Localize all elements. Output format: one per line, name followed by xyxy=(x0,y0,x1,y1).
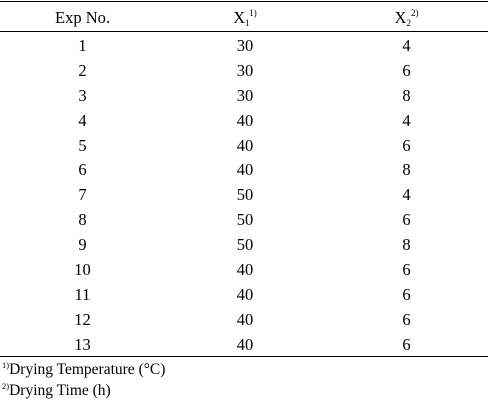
header-x2-base: X xyxy=(394,8,407,27)
cell-exp-no: 13 xyxy=(74,334,91,354)
cell-exp-no: 3 xyxy=(78,85,87,105)
cell-x1: 40 xyxy=(236,135,254,155)
cell-exp-no: 7 xyxy=(78,185,87,205)
cell-x1: 40 xyxy=(236,309,254,329)
table-top-rule xyxy=(0,1,488,2)
cell-x2: 8 xyxy=(402,160,411,180)
table-row: 7 50 4 xyxy=(0,183,488,208)
cell-x2: 6 xyxy=(402,260,411,280)
cell-exp-no: 12 xyxy=(74,309,91,329)
cell-x2: 8 xyxy=(402,85,411,105)
cell-x1: 50 xyxy=(236,210,254,230)
cell-x2: 6 xyxy=(402,284,411,304)
cell-exp-no: 11 xyxy=(74,284,91,304)
table-row: 8 50 6 xyxy=(0,208,488,233)
cell-x2: 6 xyxy=(402,135,411,155)
cell-x2: 4 xyxy=(402,110,411,130)
header-x1-subscript: 1 xyxy=(245,18,250,28)
table-row: 3 30 8 xyxy=(0,84,488,109)
cell-x1: 30 xyxy=(236,60,254,80)
table-row: 4 40 4 xyxy=(0,109,488,134)
table-row: 9 50 8 xyxy=(0,233,488,258)
cell-exp-no: 6 xyxy=(78,160,87,180)
table-row: 2 30 6 xyxy=(0,59,488,84)
cell-x1: 50 xyxy=(236,185,254,205)
cell-exp-no: 4 xyxy=(78,110,87,130)
cell-exp-no: 5 xyxy=(78,135,87,155)
table-row: 1 30 4 xyxy=(0,34,488,59)
table-footnotes: 1)Drying Temperature (°C) 2)Drying Time … xyxy=(2,360,165,402)
cell-x1: 40 xyxy=(236,260,254,280)
header-x2-subscript: 2 xyxy=(406,18,411,28)
cell-x1: 50 xyxy=(236,235,254,255)
table-header: Exp No. X11) X22) xyxy=(0,5,488,29)
cell-exp-no: 2 xyxy=(78,60,87,80)
footnote-1: 1)Drying Temperature (°C) xyxy=(2,360,165,381)
header-exp-no: Exp No. xyxy=(55,8,110,27)
cell-x1: 40 xyxy=(236,334,254,354)
cell-x1: 30 xyxy=(236,36,254,55)
header-x1: X11) xyxy=(165,8,325,28)
table-row: 6 40 8 xyxy=(0,158,488,183)
footnote-1-text: Drying Temperature (°C) xyxy=(9,361,166,378)
footnote-1-mark: 1) xyxy=(2,360,10,370)
table-row: 11 40 6 xyxy=(0,283,488,308)
table-body: 1 30 4 2 30 6 3 30 8 4 40 4 5 40 6 6 40 8 7 50 4 8 50 6 9 50 8 10 40… xyxy=(0,34,488,358)
cell-x1: 30 xyxy=(236,85,254,105)
table-bottom-rule xyxy=(0,356,488,357)
header-x2: X22) xyxy=(325,8,488,28)
table-row: 12 40 6 xyxy=(0,308,488,333)
cell-x2: 6 xyxy=(402,309,411,329)
table-header-rule xyxy=(0,31,488,32)
table-row: 5 40 6 xyxy=(0,134,488,159)
header-x1-footnote-mark: 1) xyxy=(249,8,257,18)
cell-x2: 6 xyxy=(402,210,411,230)
table-row: 13 40 6 xyxy=(0,333,488,358)
footnote-2-mark: 2) xyxy=(2,381,10,391)
table-row: 10 40 6 xyxy=(0,258,488,283)
header-x1-base: X xyxy=(233,8,246,27)
header-x2-footnote-mark: 2) xyxy=(410,8,419,18)
footnote-2: 2)Drying Time (h) xyxy=(2,381,165,402)
cell-exp-no: 1 xyxy=(78,36,87,55)
cell-x1: 40 xyxy=(236,284,254,304)
cell-x2: 4 xyxy=(402,36,411,55)
cell-x2: 6 xyxy=(402,334,411,354)
cell-x1: 40 xyxy=(236,110,254,130)
cell-x2: 4 xyxy=(402,185,411,205)
cell-x2: 6 xyxy=(402,60,411,80)
cell-exp-no: 10 xyxy=(74,260,91,280)
cell-exp-no: 8 xyxy=(78,210,87,230)
cell-x1: 40 xyxy=(236,160,254,180)
cell-exp-no: 9 xyxy=(78,235,87,255)
cell-x2: 8 xyxy=(402,235,411,255)
footnote-2-text: Drying Time (h) xyxy=(9,382,111,399)
